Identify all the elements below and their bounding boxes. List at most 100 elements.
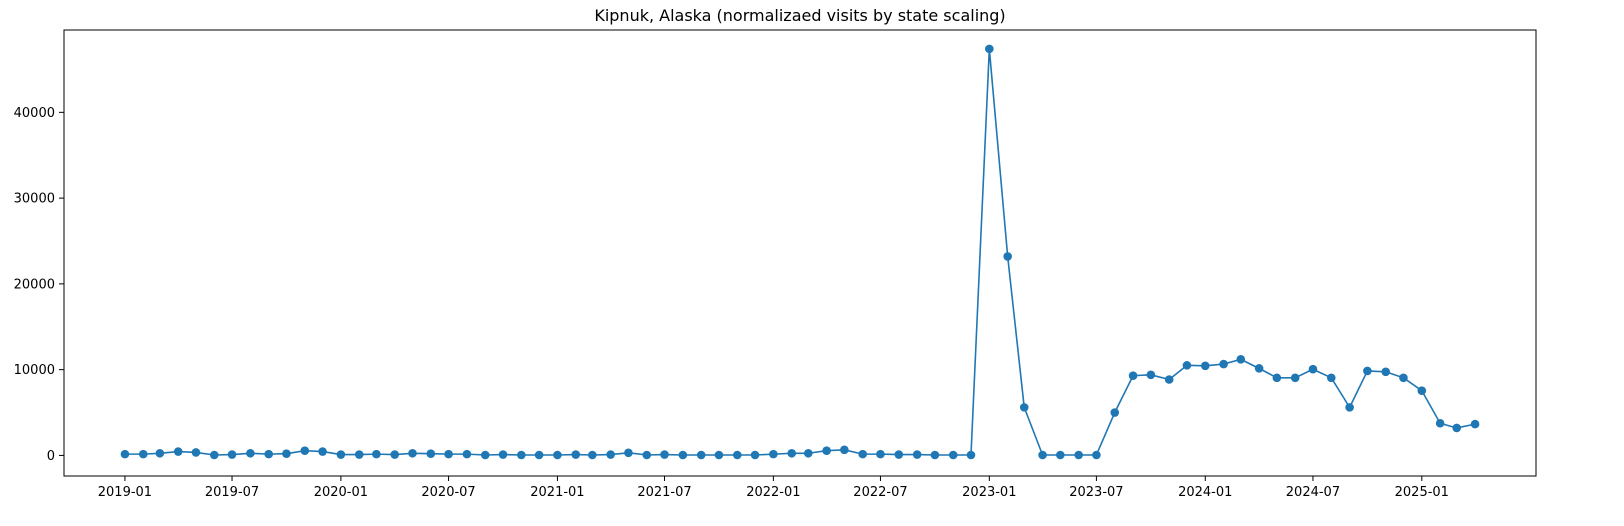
x-tick-label: 2021-01 xyxy=(530,485,584,500)
data-point xyxy=(227,450,237,459)
data-point xyxy=(1200,361,1210,371)
data-point xyxy=(642,450,652,460)
y-tick-label: 0 xyxy=(47,449,55,464)
data-point xyxy=(732,450,742,460)
series-line xyxy=(124,48,1476,456)
data-point xyxy=(1038,450,1047,460)
data-point xyxy=(1272,373,1282,383)
data-point xyxy=(588,450,597,460)
data-point xyxy=(876,449,885,459)
data-point xyxy=(571,450,581,459)
data-point xyxy=(660,450,669,459)
data-point xyxy=(985,44,994,54)
data-point xyxy=(1290,373,1300,383)
y-tick-label: 20000 xyxy=(14,277,55,292)
x-tick-label: 2024-07 xyxy=(1286,485,1340,500)
data-point xyxy=(624,448,633,458)
data-point xyxy=(803,448,813,458)
y-tick-label: 40000 xyxy=(14,106,55,121)
data-point xyxy=(517,450,526,460)
data-point xyxy=(1219,359,1228,369)
data-point xyxy=(209,450,219,460)
data-point xyxy=(336,450,346,459)
data-point xyxy=(553,450,562,460)
data-point xyxy=(1110,408,1120,417)
data-point xyxy=(282,449,291,459)
data-point xyxy=(1308,364,1318,374)
data-point xyxy=(173,447,183,456)
x-tick-label: 2020-01 xyxy=(314,485,368,500)
x-tick-label: 2020-07 xyxy=(421,485,475,500)
data-point xyxy=(155,448,165,458)
y-tick-label: 10000 xyxy=(14,363,55,378)
data-point xyxy=(1056,450,1065,460)
data-point xyxy=(1254,364,1264,373)
data-point xyxy=(714,450,724,460)
data-point xyxy=(1326,373,1336,383)
data-point xyxy=(1182,361,1192,370)
data-point xyxy=(912,450,922,459)
data-point xyxy=(534,450,544,460)
data-point xyxy=(138,449,148,459)
data-point xyxy=(930,450,940,460)
data-point xyxy=(1236,355,1246,364)
data-point xyxy=(372,449,381,459)
data-point xyxy=(444,449,453,459)
y-axis: 0 10000 20000 30000 40000 xyxy=(14,106,64,464)
data-point xyxy=(408,448,417,458)
data-point xyxy=(894,450,904,459)
data-point xyxy=(1146,370,1156,380)
data-point xyxy=(1164,375,1174,384)
x-tick-label: 2019-07 xyxy=(205,485,259,500)
data-point xyxy=(769,449,778,459)
data-point xyxy=(678,450,688,460)
plot-area-frame xyxy=(63,29,1537,477)
data-point xyxy=(606,450,615,459)
data-point xyxy=(1092,450,1101,460)
data-point xyxy=(120,449,130,459)
data-point xyxy=(318,447,327,456)
data-point xyxy=(858,449,868,459)
data-point xyxy=(191,448,201,457)
data-point xyxy=(354,450,364,459)
x-tick-label: 2022-07 xyxy=(853,485,907,500)
x-tick-label: 2019-01 xyxy=(98,485,152,500)
data-point xyxy=(948,450,958,460)
data-point xyxy=(390,450,400,459)
data-point xyxy=(1435,418,1445,428)
data-point xyxy=(426,449,436,459)
data-point xyxy=(966,450,976,460)
data-point xyxy=(246,448,255,458)
data-point xyxy=(787,448,797,458)
data-point xyxy=(1417,386,1427,395)
x-tick-label: 2023-07 xyxy=(1069,485,1123,500)
data-point xyxy=(1003,252,1012,261)
data-point xyxy=(1345,403,1354,412)
data-point xyxy=(1019,403,1029,412)
data-point xyxy=(1399,373,1408,383)
x-tick-label: 2023-01 xyxy=(962,485,1016,500)
y-tick-label: 30000 xyxy=(14,192,55,207)
data-point xyxy=(1381,367,1391,377)
x-tick-label: 2024-01 xyxy=(1178,485,1232,500)
data-point xyxy=(1074,450,1083,460)
data-point xyxy=(264,449,274,459)
data-point xyxy=(462,449,472,459)
data-point xyxy=(480,450,490,460)
x-tick-label: 2025-01 xyxy=(1395,485,1449,500)
chart-title: Kipnuk, Alaska (normalizaed visits by st… xyxy=(594,6,1005,25)
data-point xyxy=(1470,419,1480,429)
data-point xyxy=(750,450,760,460)
series-layer xyxy=(120,44,1480,460)
x-tick-label: 2021-07 xyxy=(637,485,691,500)
data-point xyxy=(498,450,508,459)
data-point xyxy=(1363,366,1372,376)
data-point xyxy=(1128,371,1138,380)
x-tick-label: 2022-01 xyxy=(746,485,800,500)
data-point xyxy=(1452,423,1462,433)
data-point xyxy=(696,450,706,460)
data-point xyxy=(300,446,310,456)
data-point xyxy=(840,445,849,455)
